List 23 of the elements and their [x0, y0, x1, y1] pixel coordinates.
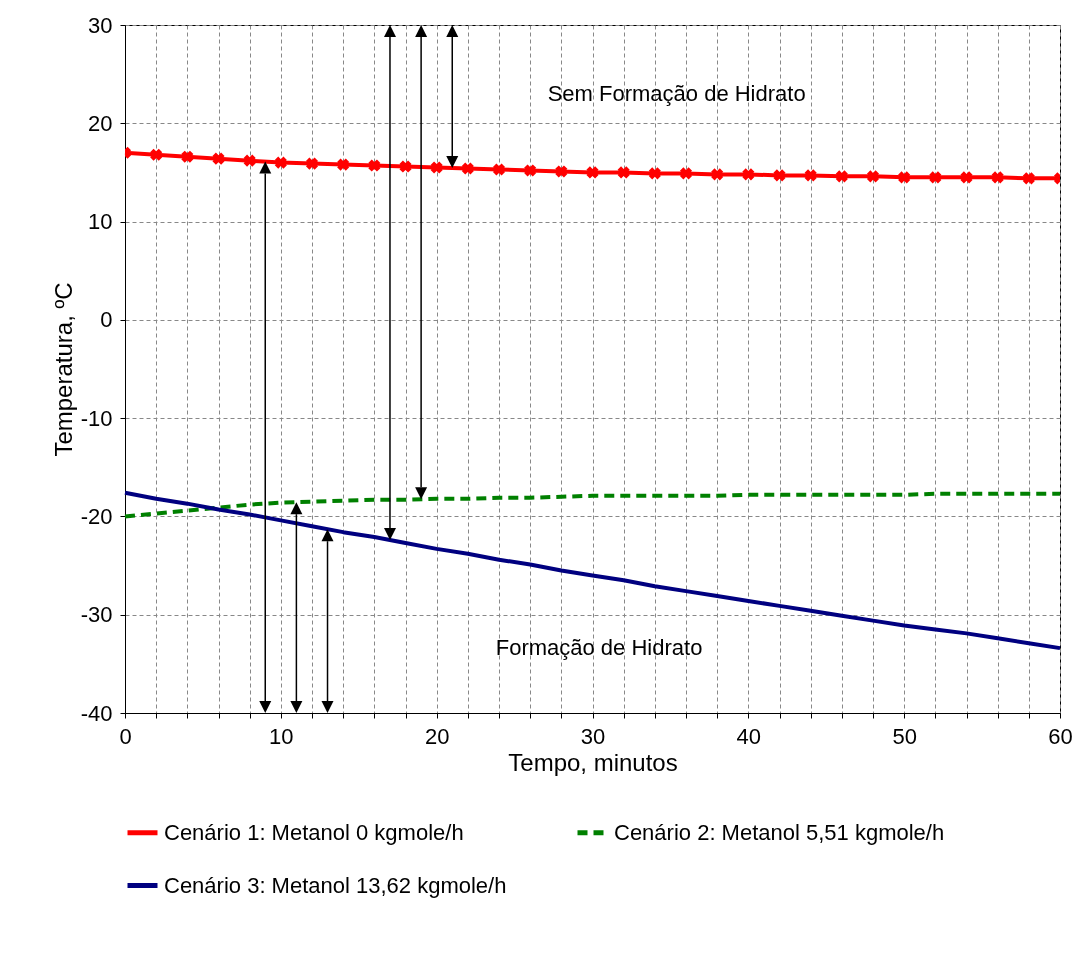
- legend-label: Cenário 3: Metanol 13,62 kgmole/h: [164, 872, 507, 898]
- x-tick-label: 30: [580, 723, 606, 749]
- x-tick-label: 60: [1048, 723, 1073, 749]
- legend-label: Cenário 1: Metanol 0 kgmole/h: [164, 819, 464, 845]
- annotation: Sem Formação de Hidrato: [547, 80, 806, 106]
- x-axis-title: Tempo, minutos: [508, 748, 678, 776]
- y-axis-title: Temperatura, ºC: [49, 282, 77, 457]
- y-tick-label: 30: [88, 12, 113, 38]
- y-tick-label: 10: [88, 209, 113, 235]
- x-tick-label: 40: [736, 723, 762, 749]
- y-tick-label: -40: [80, 700, 113, 726]
- y-tick-label: -20: [80, 503, 113, 529]
- line-series: [123, 491, 1062, 519]
- annotation: Formação de Hidrato: [495, 634, 703, 660]
- x-tick-label: 50: [892, 723, 917, 749]
- x-tick-label: 10: [269, 723, 294, 749]
- y-tick-label: -10: [80, 405, 113, 431]
- y-tick-label: -30: [80, 602, 113, 628]
- x-tick-label: 0: [119, 723, 132, 749]
- y-tick-label: 0: [100, 307, 113, 333]
- legend-label: Cenário 2: Metanol 5,51 kgmole/h: [614, 819, 945, 845]
- y-tick-label: 20: [88, 110, 113, 136]
- x-tick-label: 20: [424, 723, 450, 749]
